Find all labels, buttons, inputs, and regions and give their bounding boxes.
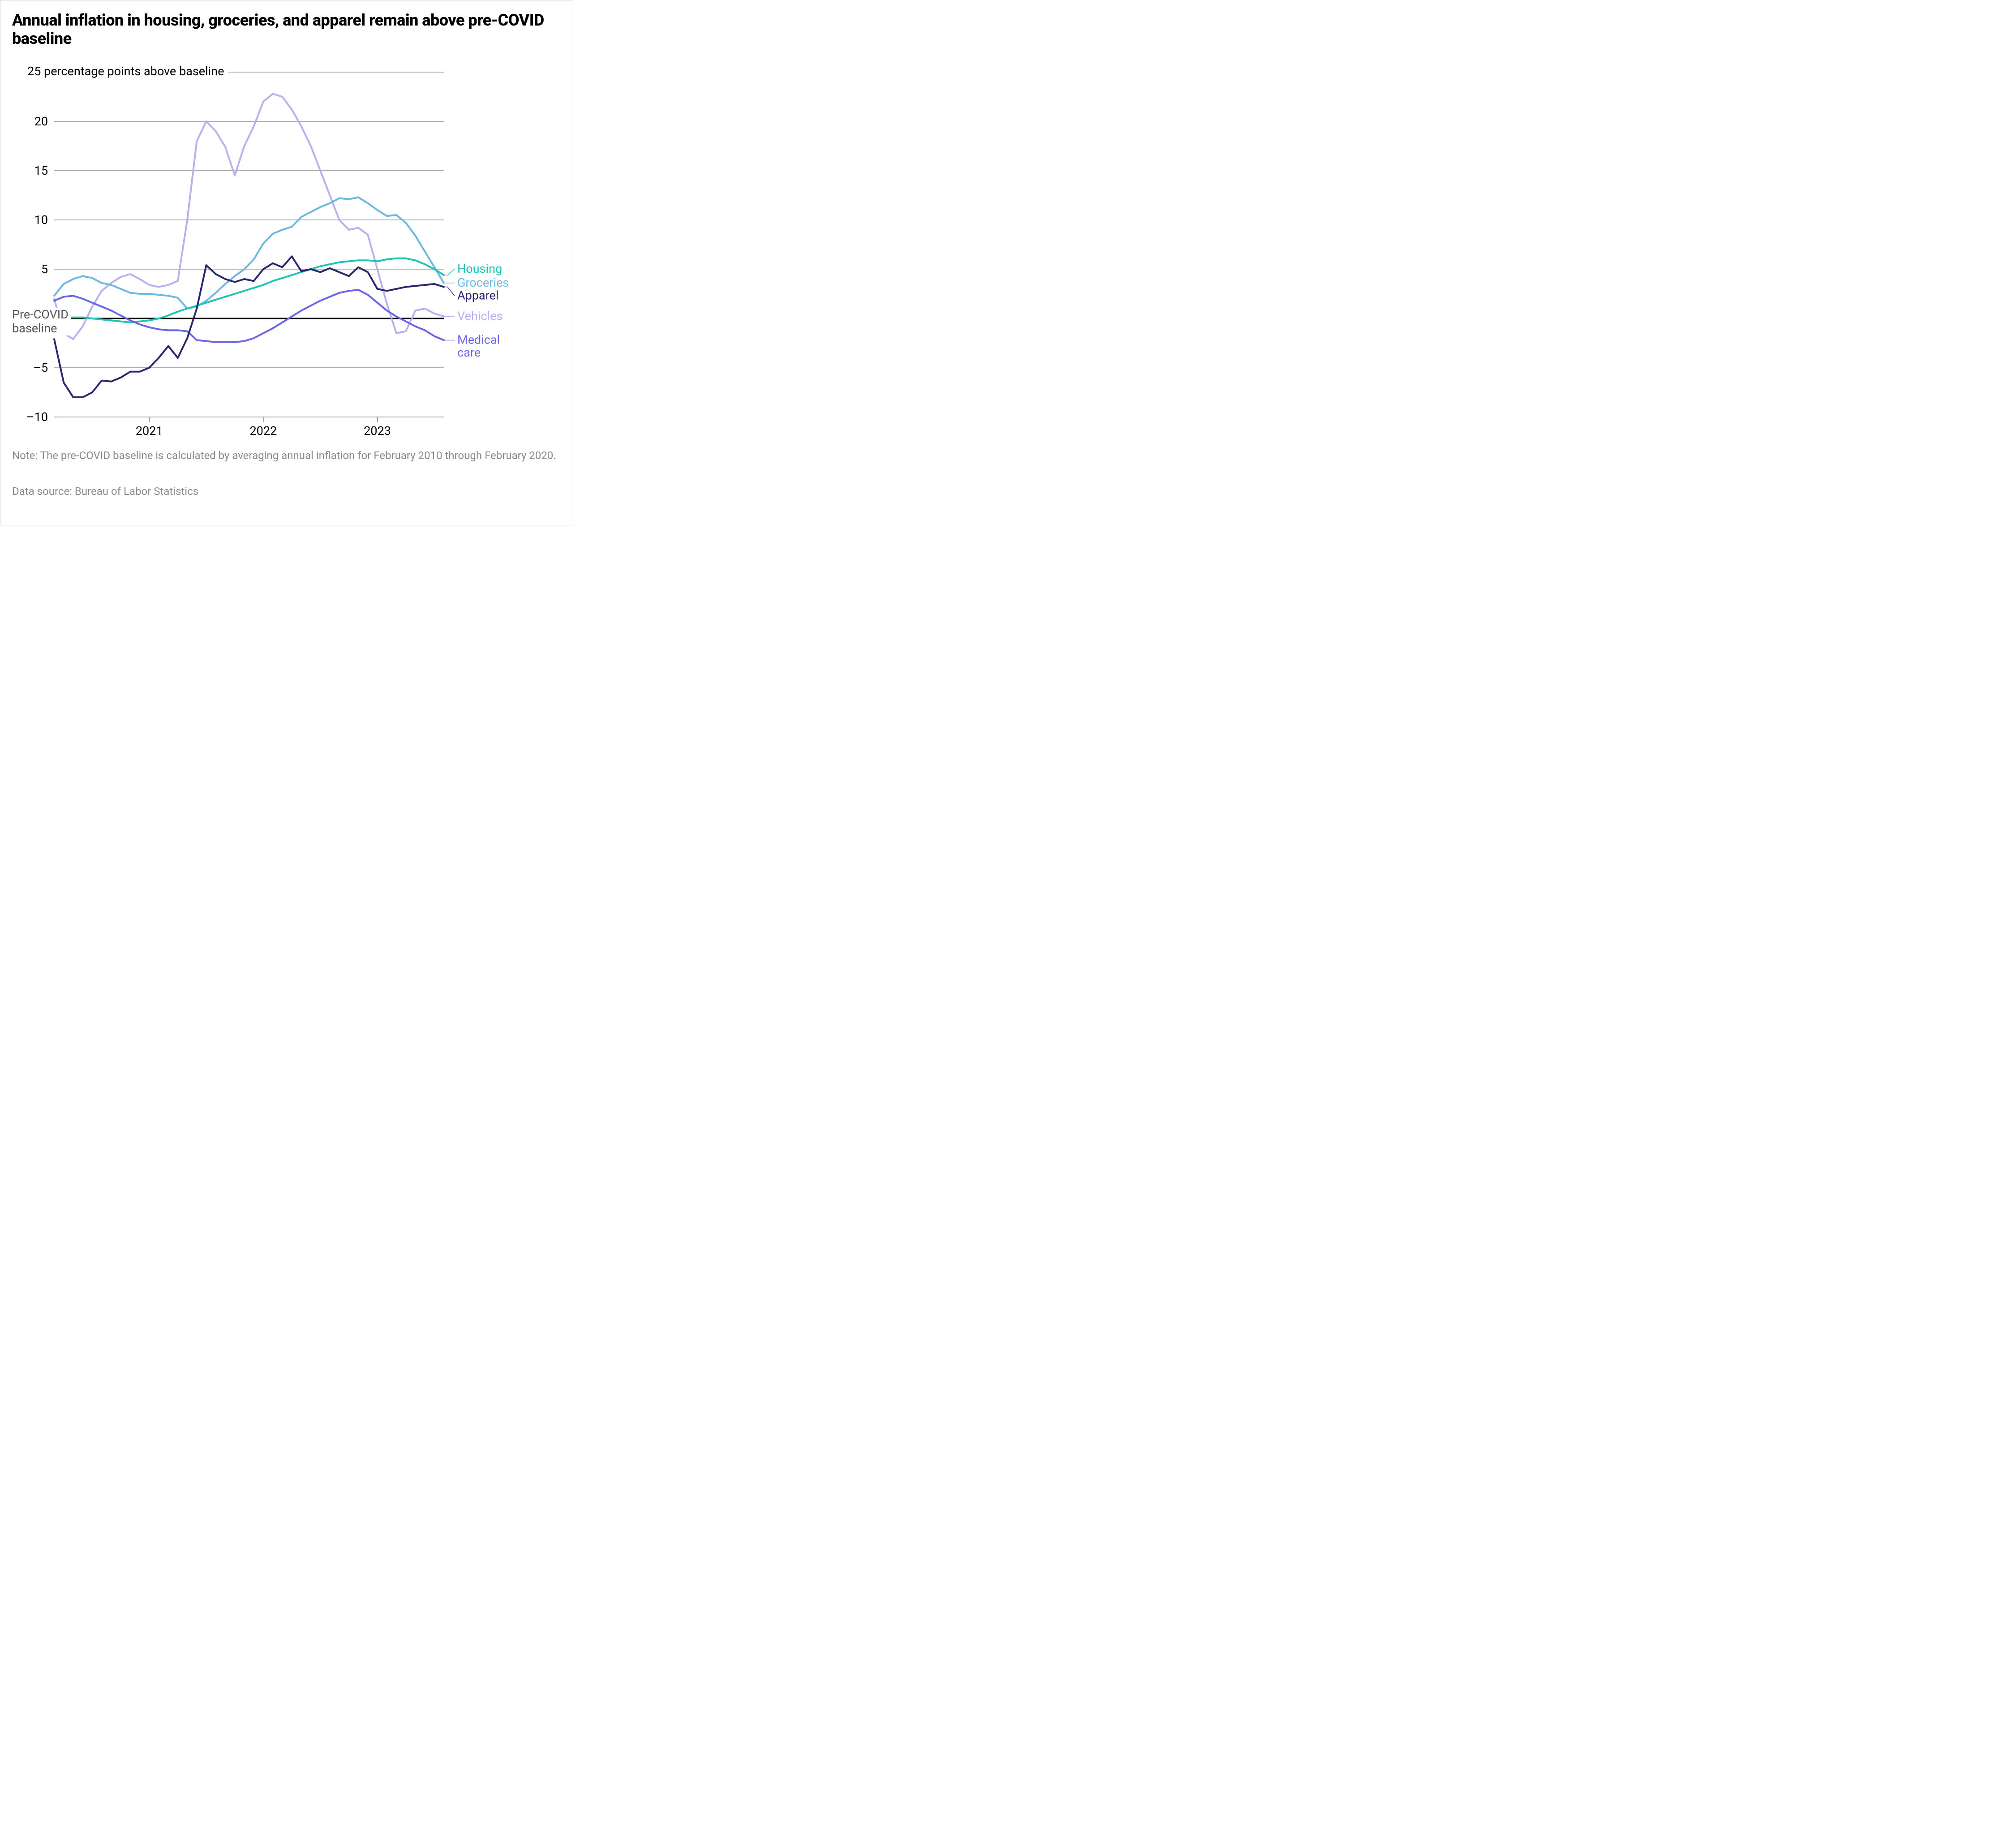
series-label-vehicles: Vehicles bbox=[457, 309, 503, 323]
y-tick-label: –5 bbox=[33, 361, 48, 375]
plot-svg: –10–505101520202120222023VehiclesGroceri… bbox=[0, 0, 574, 526]
series-label-apparel: Apparel bbox=[457, 288, 499, 302]
y-tick-label: 10 bbox=[34, 213, 48, 227]
y-top-label: 25 percentage points above baseline bbox=[27, 64, 228, 78]
series-line-vehicles bbox=[54, 94, 444, 339]
y-tick-label: 5 bbox=[41, 262, 48, 276]
series-leader bbox=[444, 269, 455, 275]
chart-container: Annual inflation in housing, groceries, … bbox=[0, 0, 573, 525]
series-label-housing: Housing bbox=[457, 262, 502, 276]
x-tick-label: 2023 bbox=[364, 424, 391, 438]
x-tick-label: 2022 bbox=[249, 424, 277, 438]
series-label-groceries: Groceries bbox=[457, 275, 509, 290]
y-tick-label: 15 bbox=[34, 163, 48, 178]
chart-note: Note: The pre-COVID baseline is calculat… bbox=[12, 448, 561, 463]
series-leader bbox=[444, 287, 455, 296]
series-line-groceries bbox=[54, 197, 444, 309]
series-line-apparel bbox=[54, 256, 444, 397]
baseline-label: Pre-COVID baseline bbox=[12, 308, 71, 335]
chart-source: Data source: Bureau of Labor Statistics bbox=[12, 484, 561, 499]
series-label-medical-care: Medicalcare bbox=[457, 332, 500, 359]
y-tick-label: –10 bbox=[26, 410, 48, 424]
y-tick-label: 20 bbox=[34, 114, 48, 129]
x-tick-label: 2021 bbox=[136, 424, 163, 438]
